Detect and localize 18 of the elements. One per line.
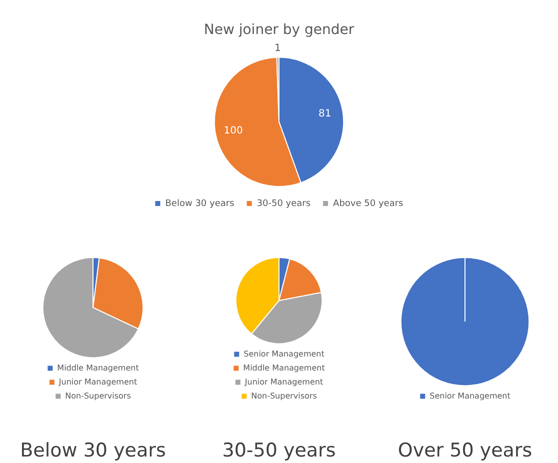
legend-label: Below 30 years — [165, 198, 235, 209]
legend-label: Middle Management — [57, 363, 139, 372]
data-label: 1 — [274, 42, 281, 54]
legend-label: Senior Management — [430, 391, 510, 400]
text: 30-50 years — [222, 440, 336, 462]
legend-label: Junior Management — [58, 377, 138, 386]
text: Over 50 years — [398, 440, 532, 462]
legend-label: Junior Management — [244, 377, 324, 386]
legend-label: Middle Management — [243, 363, 325, 372]
data-label: 100 — [224, 125, 243, 136]
legend-label: Non-Supervisors — [251, 391, 317, 400]
legend-label: 30-50 years — [256, 198, 311, 209]
legend-label: Above 50 years — [333, 198, 404, 209]
data-label: 81 — [318, 108, 332, 120]
text: Below 30 years — [20, 440, 166, 462]
legend-label: Senior Management — [244, 349, 324, 358]
chart-title: New joiner by gender — [204, 22, 354, 38]
legend-label: Non-Supervisors — [65, 391, 131, 400]
